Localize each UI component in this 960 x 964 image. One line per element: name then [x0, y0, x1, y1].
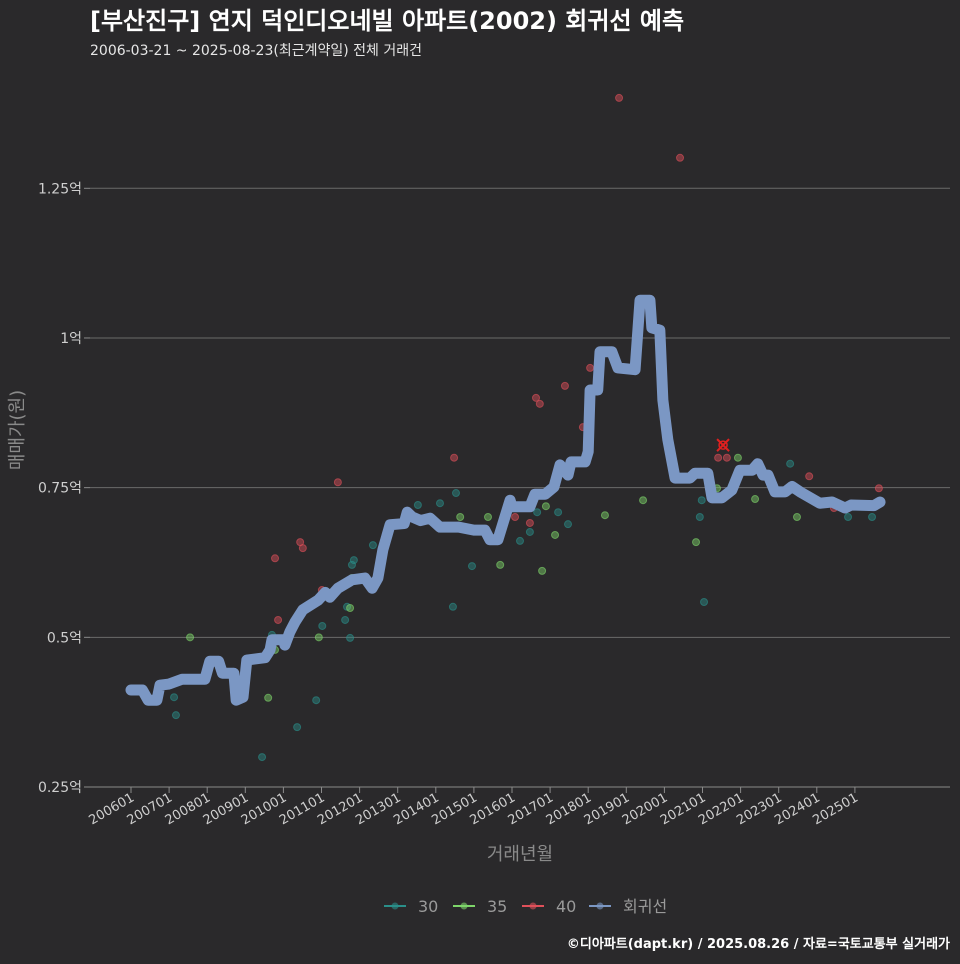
data-point-40: [722, 453, 731, 462]
data-point-40: [298, 544, 307, 553]
data-point-40: [615, 93, 624, 102]
data-point-35: [639, 496, 648, 505]
data-point-30: [554, 508, 563, 517]
data-point-40: [450, 453, 459, 462]
data-point-30: [368, 541, 377, 550]
chart-subtitle: 2006-03-21 ~ 2025-08-23(최근계약일) 전체 거래건: [90, 43, 422, 59]
data-point-30: [435, 499, 444, 508]
data-point-30: [258, 753, 267, 762]
data-point-40: [805, 472, 814, 481]
data-point-30: [844, 512, 853, 521]
data-point-30: [341, 615, 350, 624]
highlight-marker: [716, 438, 730, 452]
y-tick-label: 0.5억: [47, 630, 82, 646]
y-tick-label: 0.75억: [38, 481, 82, 497]
data-point-40: [532, 393, 541, 402]
data-point-30: [349, 556, 358, 565]
data-point-35: [346, 603, 355, 612]
y-tick-label: 0.25억: [38, 780, 82, 796]
x-axis-label: 거래년월: [487, 844, 553, 865]
data-point-40: [714, 453, 723, 462]
legend: 30 35 40 회귀선: [384, 897, 667, 916]
x-axis: 2006012007012008012009012010012011012012…: [87, 786, 950, 828]
data-point-30: [786, 459, 795, 468]
data-point-40: [511, 512, 520, 521]
legend-label: 35: [487, 897, 507, 916]
data-point-40: [333, 478, 342, 487]
chart-title: [부산진구] 연지 덕인디오네빌 아파트(2002) 회귀선 예측: [90, 7, 684, 35]
data-point-30: [467, 562, 476, 571]
data-point-40: [874, 484, 883, 493]
data-point-30: [171, 711, 180, 720]
regression-path: [125, 294, 886, 706]
y-axis: 0.25억 0.5억 0.75억 1억 1.25억: [38, 181, 90, 796]
y-axis-label: 매매가(원): [7, 390, 28, 470]
data-point-40: [676, 153, 685, 162]
data-point-35: [264, 693, 273, 702]
data-point-35: [692, 538, 701, 547]
y-tick-label: 1.25억: [38, 181, 82, 197]
data-point-35: [733, 453, 742, 462]
legend-marker: [391, 902, 399, 910]
legend-marker: [529, 902, 537, 910]
data-point-35: [541, 502, 550, 511]
data-point-40: [274, 615, 283, 624]
data-point-30: [695, 512, 704, 521]
data-point-30: [700, 598, 709, 607]
data-point-40: [271, 554, 280, 563]
legend-label: 30: [418, 897, 438, 916]
y-tick-label: 1억: [60, 331, 82, 347]
data-point-30: [533, 508, 542, 517]
data-point-30: [170, 693, 179, 702]
legend-marker: [596, 902, 604, 910]
data-point-30: [312, 696, 321, 705]
data-point-35: [551, 530, 560, 539]
data-point-30: [451, 489, 460, 498]
highlight-x-icon: [716, 438, 730, 452]
data-point-30: [525, 527, 534, 536]
scatter-points: [170, 93, 883, 762]
data-point-35: [538, 566, 547, 575]
data-point-40: [560, 381, 569, 390]
highlight-circle: [718, 440, 728, 450]
data-point-35: [496, 560, 505, 569]
data-point-30: [564, 520, 573, 529]
data-point-35: [483, 512, 492, 521]
regression-line: [125, 294, 886, 706]
data-point-30: [868, 512, 877, 521]
data-point-30: [346, 633, 355, 642]
data-point-30: [293, 723, 302, 732]
data-point-30: [516, 536, 525, 545]
data-point-35: [456, 512, 465, 521]
data-point-30: [448, 602, 457, 611]
data-point-35: [186, 633, 195, 642]
data-point-35: [314, 633, 323, 642]
legend-label: 회귀선: [623, 897, 667, 916]
legend-marker: [460, 902, 468, 910]
data-point-40: [586, 363, 595, 372]
data-point-30: [318, 621, 327, 630]
data-point-30: [413, 501, 422, 510]
grid-lines: [90, 187, 950, 788]
data-point-35: [792, 512, 801, 521]
footer-credit: ©디아파트(dapt.kr) / 2025.08.26 / 자료=국토교통부 실…: [567, 936, 950, 952]
data-point-40: [535, 399, 544, 408]
data-point-35: [600, 511, 609, 520]
data-point-40: [525, 518, 534, 527]
data-point-30: [697, 496, 706, 505]
data-point-35: [751, 495, 760, 504]
legend-label: 40: [556, 897, 576, 916]
